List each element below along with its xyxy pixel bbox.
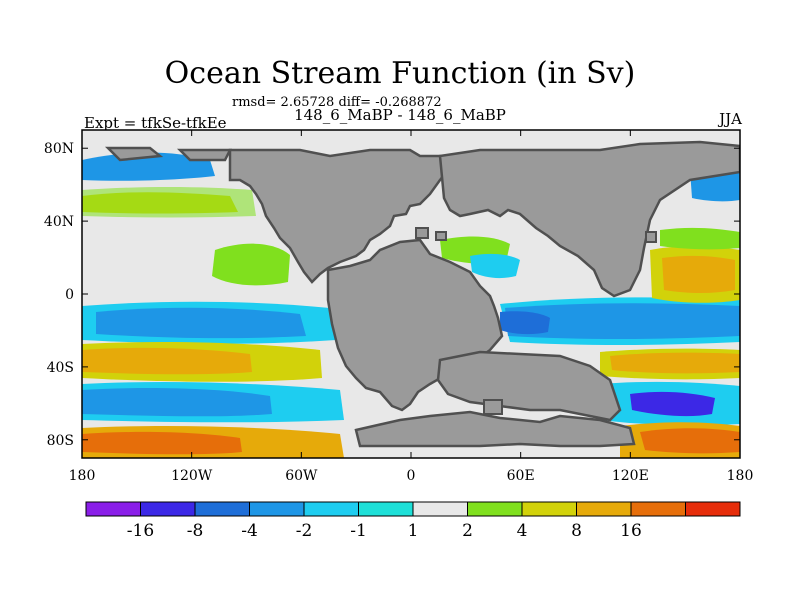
y-axis: 80N 40N 0 40S 80S <box>44 141 740 449</box>
colorbar-swatch <box>630 501 686 517</box>
rmsd-subtitle: rmsd= 2.65728 diff= -0.268872 <box>232 95 442 110</box>
period-label: 148_6_MaBP - 148_6_MaBP <box>294 106 506 124</box>
colorbar-label: 4 <box>517 521 528 541</box>
x-tick-label: 180 <box>727 468 754 484</box>
island-2 <box>435 231 447 241</box>
coast-islands <box>415 227 657 415</box>
season-label: JJA <box>719 110 742 128</box>
x-tick-label: 120W <box>171 468 213 484</box>
colorbar-label: -2 <box>296 521 313 541</box>
colorbar-swatch <box>412 501 468 517</box>
band-antarctic-red <box>82 431 242 455</box>
band-north-pacific-green <box>82 187 256 218</box>
colorbar-swatch <box>303 501 359 517</box>
colorbar-swatch <box>85 501 141 517</box>
colorbar-swatch <box>576 501 632 517</box>
colorbar-swatch <box>249 501 305 517</box>
colorbar-swatch <box>140 501 196 517</box>
colorbar-label: 16 <box>620 521 642 541</box>
plot-title: Ocean Stream Function (in Sv) <box>164 56 636 91</box>
colorbar-label: -16 <box>127 521 154 541</box>
colorbar-label: 8 <box>571 521 582 541</box>
y-tick-label: 80S <box>47 433 74 449</box>
band-eq-pacific-blue <box>96 307 306 339</box>
colorbar-label: 1 <box>408 521 419 541</box>
colorbar-swatch <box>521 501 577 517</box>
band-indian-blue <box>505 303 740 339</box>
x-axis: 180 120W 60W 0 60E 120E 180 <box>69 130 754 484</box>
y-tick-label: 40S <box>47 360 74 376</box>
colorbar-label: -8 <box>187 521 204 541</box>
band-indian-core <box>500 311 550 335</box>
band-antarctic-indian-red <box>640 428 740 454</box>
land-arctic-strip-west <box>104 146 164 162</box>
stream-function-field <box>82 152 740 458</box>
band-central-cyan <box>470 253 520 279</box>
band-subtropic-green <box>212 243 290 286</box>
island-4 <box>645 231 657 243</box>
land-east-continent <box>438 140 740 298</box>
experiment-label: Expt = tfkSe-tfkEe <box>84 114 227 132</box>
band-south-orange <box>82 347 252 375</box>
colorbar-label: 2 <box>462 521 473 541</box>
colorbar-label: -1 <box>350 521 367 541</box>
land-arctic-strip-mid <box>176 148 233 162</box>
colorbar-swatch <box>685 501 741 517</box>
colorbar-swatch <box>358 501 414 517</box>
land-north-continent <box>228 148 450 284</box>
colorbar-swatch <box>467 501 523 517</box>
x-tick-label: 60W <box>285 468 318 484</box>
colorbar-label: -4 <box>241 521 258 541</box>
x-tick-label: 0 <box>407 468 416 484</box>
band-east-north-orange <box>662 255 735 293</box>
y-tick-label: 0 <box>65 287 74 303</box>
y-tick-label: 40N <box>44 214 74 230</box>
colorbar-swatch <box>194 501 250 517</box>
land-antarctic-shelf <box>354 410 636 448</box>
land-mask <box>104 140 740 448</box>
x-tick-label: 60E <box>507 468 535 484</box>
map-plot-area <box>82 130 740 458</box>
island-3 <box>483 399 503 415</box>
x-tick-label: 120E <box>612 468 649 484</box>
island-1 <box>415 227 429 239</box>
band-north-polar-blue <box>82 152 215 181</box>
band-east-high-green <box>660 227 740 250</box>
band-south-indian-orange <box>610 352 740 374</box>
band-south-high-blue <box>82 388 272 417</box>
colorbar: -16 -8 -4 -2 -1 1 2 4 8 16 <box>85 501 741 541</box>
band-south-indian-blue <box>630 391 715 417</box>
y-tick-label: 80N <box>44 141 74 157</box>
x-tick-label: 180 <box>69 468 96 484</box>
